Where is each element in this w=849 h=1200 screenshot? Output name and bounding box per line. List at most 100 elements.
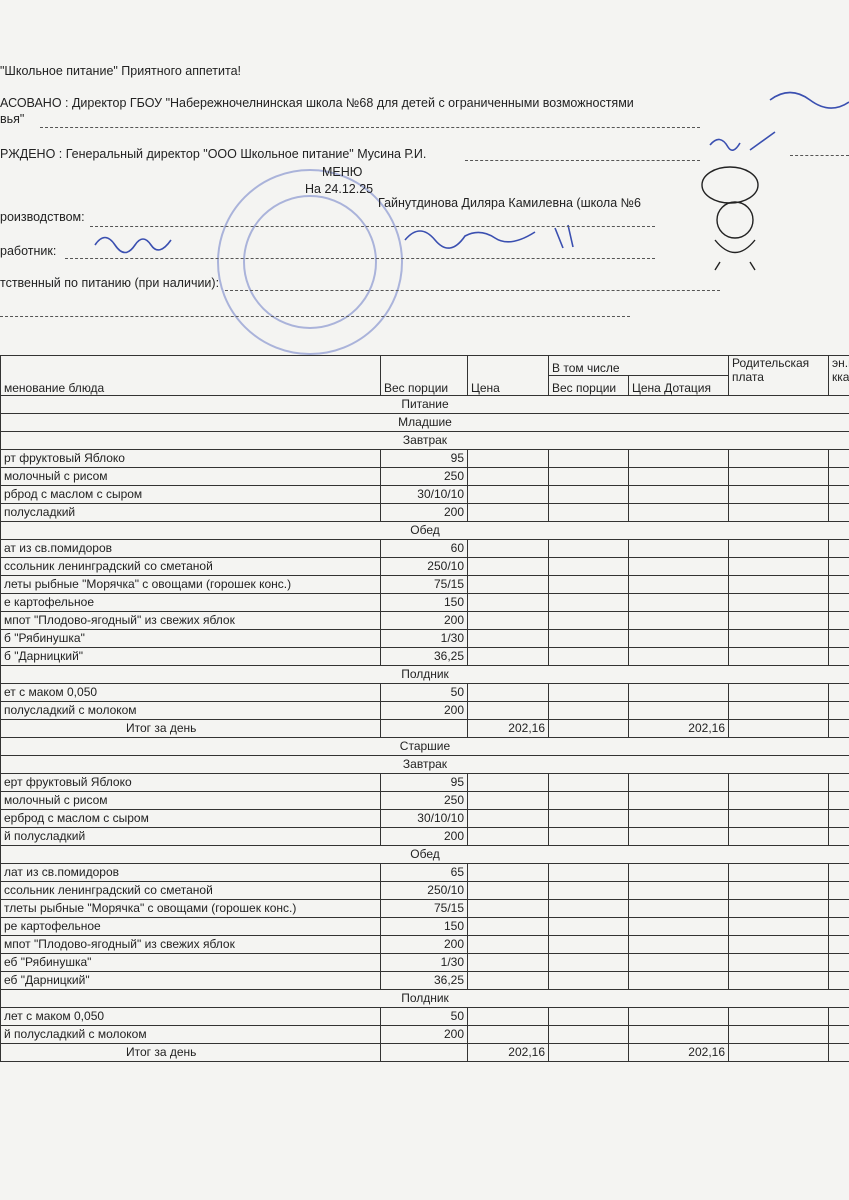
energy-cell	[828, 1025, 849, 1044]
energy-cell	[828, 575, 849, 594]
dish-row: лат из св.помидоров 65	[0, 863, 849, 882]
menu-table: менование блюда Вес порции Цена В том чи…	[0, 355, 849, 1062]
energy-cell	[828, 917, 849, 936]
total-label: Итог за день	[0, 719, 381, 738]
dotation-cell	[628, 935, 729, 954]
dotation-cell	[628, 881, 729, 900]
dotation-cell	[628, 1007, 729, 1026]
dish-row: й полусладкий с молоком 200	[0, 1025, 849, 1044]
parent-pay-cell	[728, 575, 829, 594]
sub-weight-cell	[548, 1025, 629, 1044]
dish-name: тлеты рыбные "Морячка" с овощами (гороше…	[0, 899, 381, 918]
dashed-line	[225, 290, 720, 291]
sub-weight-cell	[548, 773, 629, 792]
sub-weight-cell	[548, 683, 629, 702]
dish-name: ре картофельное	[0, 917, 381, 936]
energy-cell	[828, 611, 849, 630]
parent-pay-cell	[728, 1025, 829, 1044]
dish-name: ат из св.помидоров	[0, 539, 381, 558]
total-row: Итог за день 202,16 202,16	[0, 719, 849, 738]
dashed-line	[65, 258, 655, 259]
dish-name: еб "Дарницкий"	[0, 971, 381, 990]
signatures	[94, 91, 849, 254]
parent-pay-cell	[728, 1043, 829, 1062]
dashed-line	[90, 226, 655, 227]
dish-row: ерброд с маслом с сыром 30/10/10	[0, 809, 849, 828]
dish-row: еб "Рябинушка" 1/30	[0, 953, 849, 972]
dotation-cell	[628, 827, 729, 846]
dotation-cell	[628, 629, 729, 648]
dish-name: леты рыбные "Морячка" с овощами (горошек…	[0, 575, 381, 594]
sub-weight-cell	[548, 449, 629, 468]
header-row: менование блюда Вес порции Цена В том чи…	[0, 355, 849, 396]
total-price: 202,16	[467, 719, 549, 738]
energy-cell	[828, 539, 849, 558]
dish-row: молочный с рисом 250	[0, 791, 849, 810]
dish-name: б "Рябинушка"	[0, 629, 381, 648]
chef-icon	[701, 166, 759, 271]
col-sub-weight: Вес порции	[548, 375, 629, 396]
price-cell	[467, 881, 549, 900]
col-name: менование блюда	[0, 355, 381, 396]
dish-weight: 1/30	[380, 953, 468, 972]
section-row: Старшие	[0, 737, 849, 756]
dish-name: мпот "Плодово-ягодный" из свежих яблок	[0, 935, 381, 954]
dish-row: ре картофельное 150	[0, 917, 849, 936]
dish-weight: 75/15	[380, 575, 468, 594]
energy-cell	[828, 971, 849, 990]
energy-cell	[828, 809, 849, 828]
dish-row: ссольник ленинградский со сметаной 250/10	[0, 881, 849, 900]
parent-pay-cell	[728, 809, 829, 828]
dotation-cell	[628, 701, 729, 720]
price-cell	[467, 917, 549, 936]
sub-weight-cell	[548, 881, 629, 900]
dish-name: лет с маком 0,050	[0, 1007, 381, 1026]
parent-pay-cell	[728, 719, 829, 738]
dotation-cell	[628, 971, 729, 990]
parent-pay-cell	[728, 647, 829, 666]
parent-pay-cell	[728, 863, 829, 882]
col-parent-pay: Родительская плата	[728, 355, 829, 396]
dish-row: леты рыбные "Морячка" с овощами (горошек…	[0, 575, 849, 594]
total-label: Итог за день	[0, 1043, 381, 1062]
dashed-line	[40, 127, 700, 128]
energy-cell	[828, 557, 849, 576]
dish-weight: 95	[380, 773, 468, 792]
energy-cell	[828, 1007, 849, 1026]
dish-name: ерброд с маслом с сыром	[0, 809, 381, 828]
dish-row: мпот "Плодово-ягодный" из свежих яблок 20…	[0, 611, 849, 630]
parent-pay-cell	[728, 953, 829, 972]
parent-pay-cell	[728, 539, 829, 558]
price-cell	[467, 1007, 549, 1026]
dotation-cell	[628, 863, 729, 882]
dish-weight: 60	[380, 539, 468, 558]
dish-weight: 95	[380, 449, 468, 468]
price-cell	[467, 773, 549, 792]
price-cell	[467, 971, 549, 990]
energy-cell	[828, 791, 849, 810]
dish-weight: 36,25	[380, 971, 468, 990]
dashed-line	[790, 155, 849, 156]
price-cell	[467, 503, 549, 522]
energy-cell	[828, 485, 849, 504]
dish-weight: 200	[380, 503, 468, 522]
approved-by: АСОВАНО : Директор ГБОУ "Набережночелнин…	[0, 96, 634, 110]
dotation-cell	[628, 449, 729, 468]
section-label: Полдник	[0, 665, 849, 684]
dish-row: тлеты рыбные "Морячка" с овощами (гороше…	[0, 899, 849, 918]
parent-pay-cell	[728, 773, 829, 792]
dish-row: лет с маком 0,050 50	[0, 1007, 849, 1026]
dish-name: е картофельное	[0, 593, 381, 612]
dish-weight: 250/10	[380, 881, 468, 900]
dish-row: еб "Дарницкий" 36,25	[0, 971, 849, 990]
menu-title: МЕНЮ	[322, 165, 363, 179]
sub-weight-cell	[548, 935, 629, 954]
dish-weight: 250/10	[380, 557, 468, 576]
price-cell	[467, 791, 549, 810]
dish-name: б "Дарницкий"	[0, 647, 381, 666]
dotation-cell	[628, 899, 729, 918]
dish-weight: 50	[380, 683, 468, 702]
sub-weight-cell	[548, 647, 629, 666]
dish-name: молочный с рисом	[0, 467, 381, 486]
price-cell	[467, 467, 549, 486]
